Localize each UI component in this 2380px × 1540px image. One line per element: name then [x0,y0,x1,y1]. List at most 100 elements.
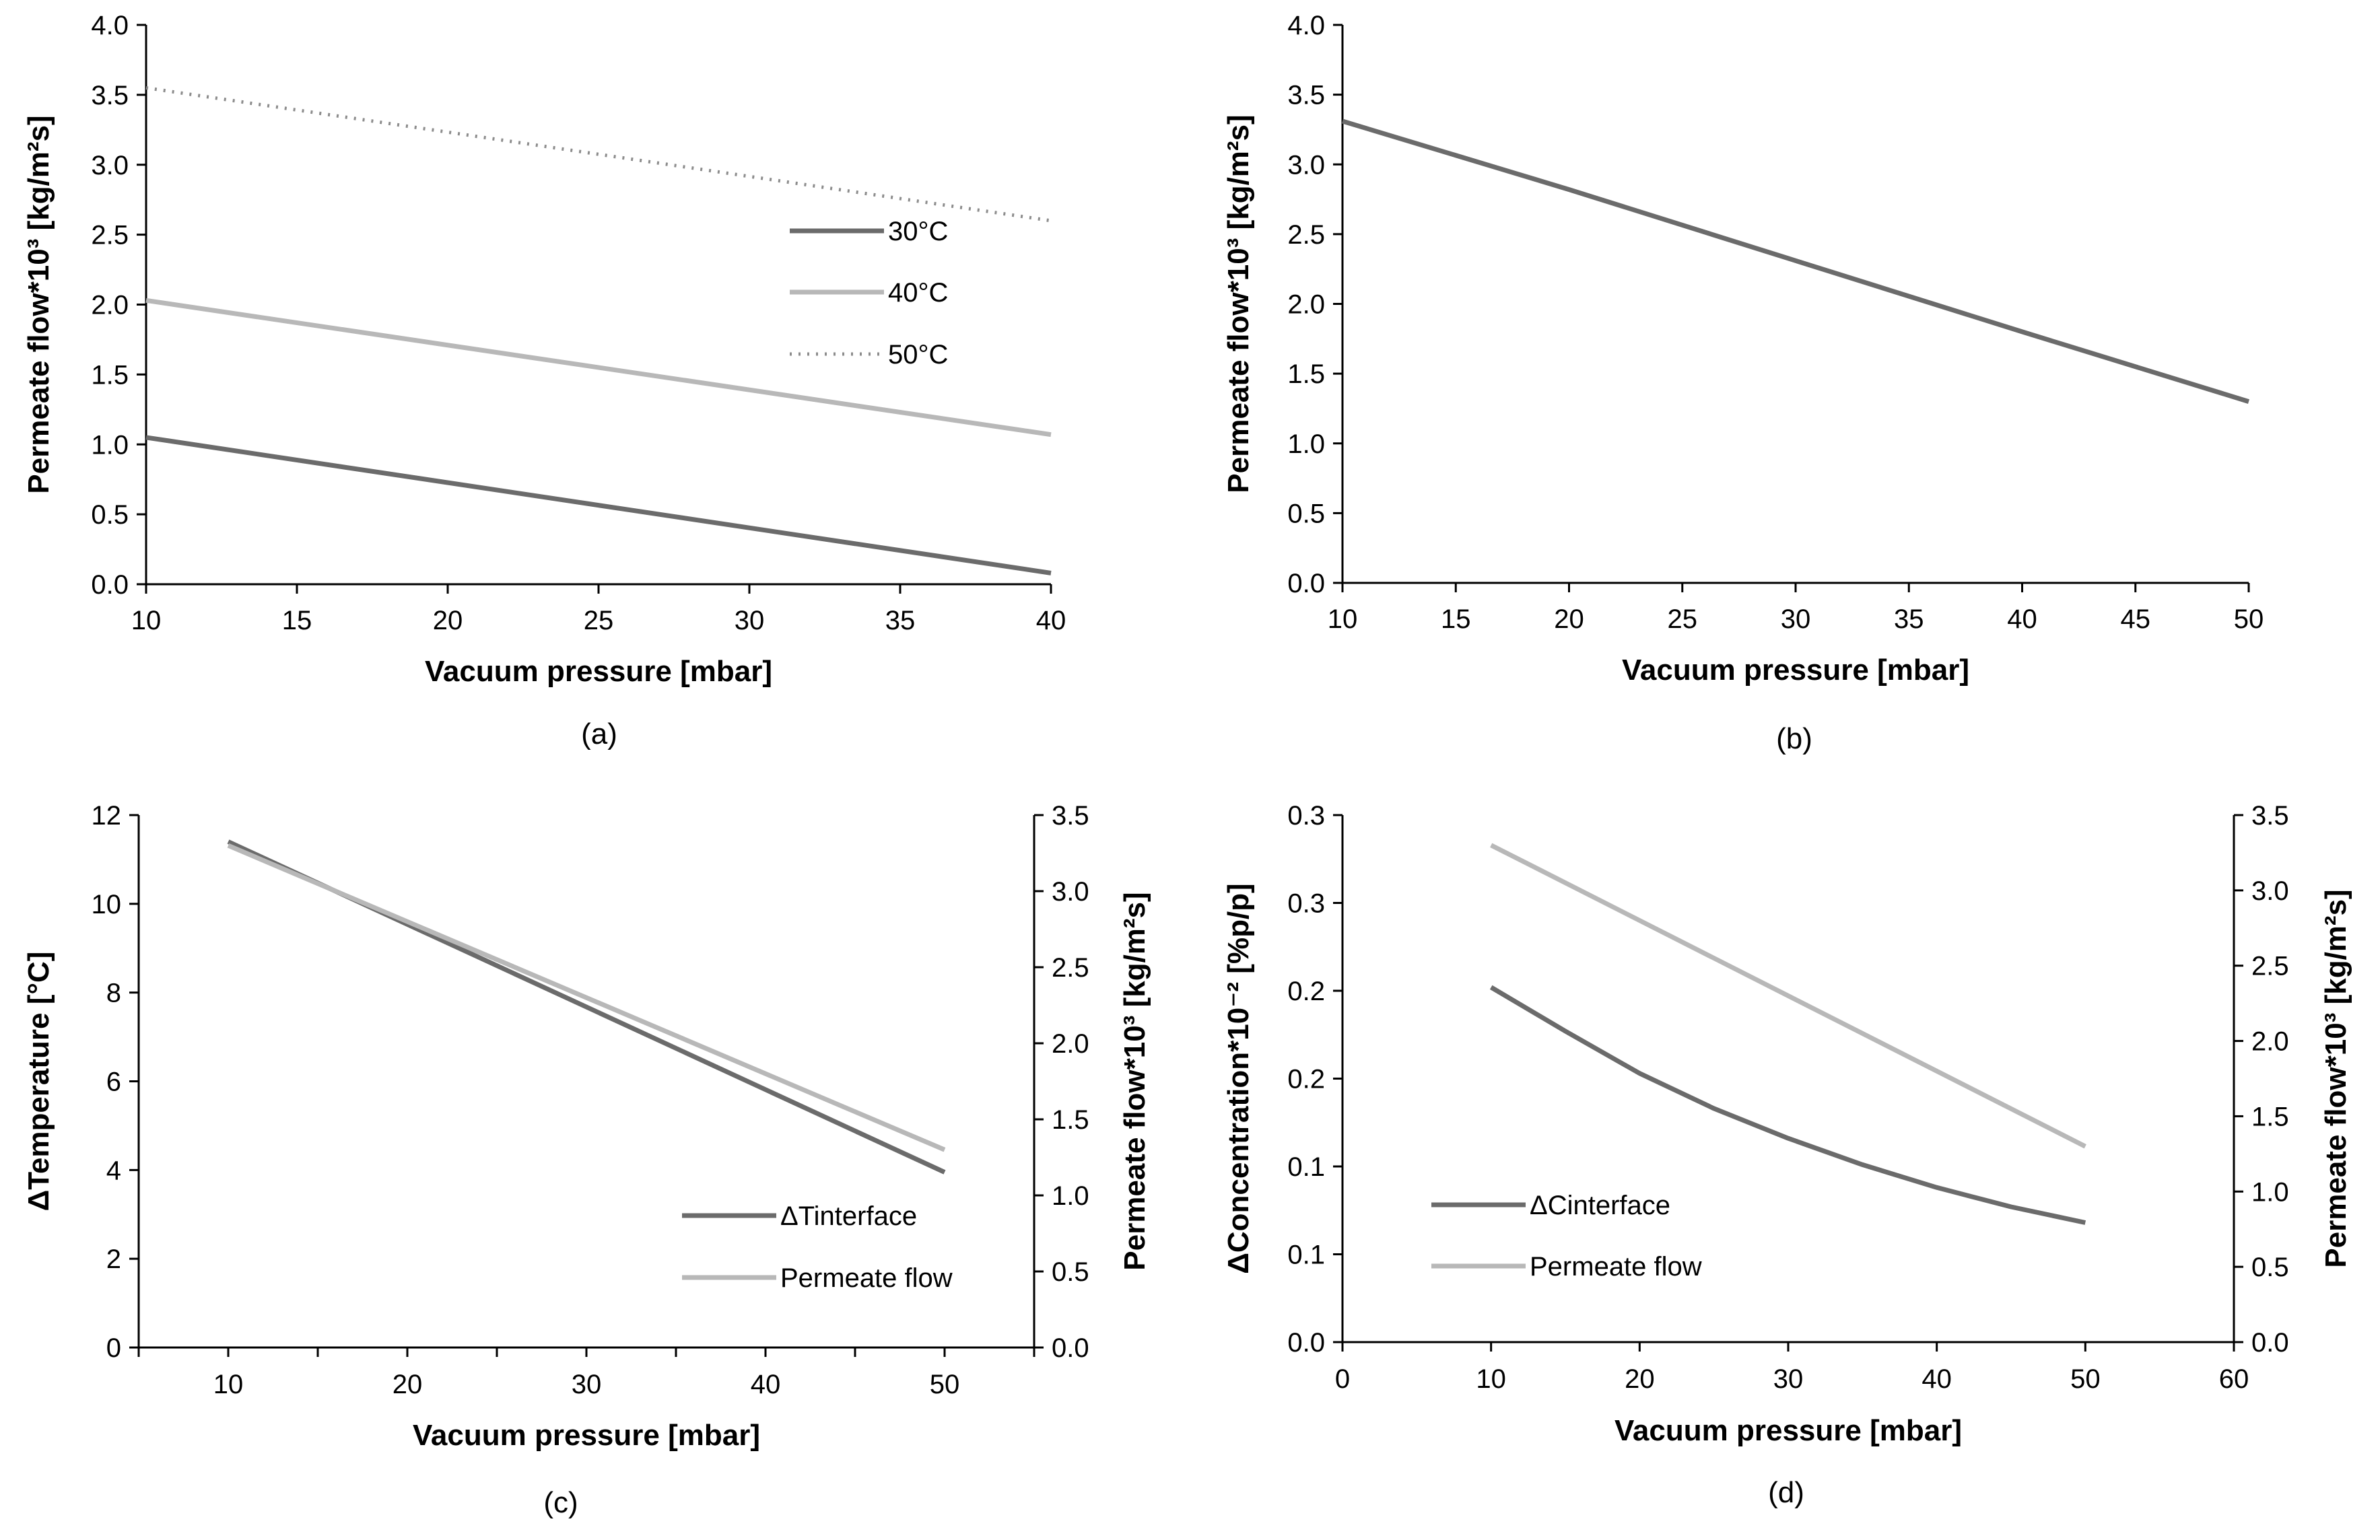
x-tick-label: 40 [2007,604,2037,634]
y2-tick-label: 2.0 [1052,1029,1089,1059]
panel-caption: (d) [1768,1476,1804,1509]
y-tick-label: 2.5 [1287,220,1325,250]
panel-d: 0 10 20 30 40 50 600.00.10.10.20.20.30.30.00.5… [1222,801,2352,1509]
y-tick-label: 3.0 [91,151,129,180]
y2-axis-title: Permeate flow*10³ [kg/m²s] [1118,892,1151,1270]
y2-axis-title: Permeate flow*10³ [kg/m²s] [2319,889,2352,1267]
y-tick-label: 2.0 [1287,290,1325,320]
y-tick-label: 4 [106,1156,121,1185]
legend-label-0: ΔCinterface [1530,1191,1670,1220]
y-tick-label: 0 [106,1333,121,1363]
y-tick-label: 0.0 [1287,569,1325,598]
y2-tick-label: 1.0 [1052,1181,1089,1211]
x-tick-label: 10 [1328,604,1358,634]
y2-tick-label: 3.5 [2251,801,2289,831]
y-axis-title: Permeate flow*10³ [kg/m²s] [1222,114,1255,493]
series-line-1 [227,843,946,1152]
y2-tick-label: 0.0 [1052,1333,1089,1363]
x-tick-label: 20 [1625,1364,1655,1394]
x-tick-label: 0 [1335,1364,1350,1394]
x-tick-label: 45 [2121,604,2151,634]
y2-tick-label: 0.0 [2251,1328,2289,1358]
x-tick-label: 20 [393,1370,423,1399]
y-tick-label: 2 [106,1245,121,1274]
y-tick-label: 3.5 [91,81,129,110]
y-tick-label: 2.0 [91,291,129,320]
y2-tick-label: 2.0 [2251,1027,2289,1057]
y2-tick-label: 3.0 [2251,876,2289,906]
y-tick-label: 0.0 [91,570,129,600]
x-tick-label: 50 [930,1370,960,1399]
x-tick-label: 20 [433,606,463,635]
x-tick-label: 15 [282,606,312,635]
x-tick-label: 40 [1036,606,1066,635]
y-tick-label: 1.5 [91,360,129,390]
y-tick-label: 4.0 [1287,11,1325,40]
y2-tick-label: 1.0 [2251,1177,2289,1207]
y2-tick-label: 0.5 [1052,1257,1089,1287]
panel-caption: (c) [543,1486,578,1519]
y-axis-title: Permeate flow*10³ [kg/m²s] [22,115,55,493]
y2-tick-label: 1.5 [1052,1105,1089,1135]
x-tick-label: 20 [1554,604,1584,634]
series-line-1 [145,298,1052,438]
x-tick-label: 60 [2219,1364,2249,1394]
y2-tick-label: 2.5 [2251,952,2289,981]
legend-label-1: Permeate flow [1530,1252,1702,1282]
y-tick-label: 2.5 [91,221,129,250]
y-tick-label: 3.5 [1287,81,1325,110]
x-tick-label: 50 [2070,1364,2101,1394]
y-tick-label: 0.5 [91,500,129,530]
y2-tick-label: 3.0 [1052,877,1089,907]
y-axis-title: ΔTemperature [°C] [22,952,55,1212]
y-tick-label: 0.5 [1287,499,1325,528]
y-tick-label: 4.0 [91,11,129,40]
x-axis-title: Vacuum pressure [mbar] [425,655,772,688]
y-tick-label: 1.0 [91,430,129,460]
x-tick-label: 35 [885,606,916,635]
legend-label-1: 40°C [888,278,948,308]
x-tick-label: 30 [1781,604,1811,634]
x-axis-title: Vacuum pressure [mbar] [413,1419,760,1452]
series-line-0 [145,435,1052,575]
x-tick-label: 30 [735,606,765,635]
y2-tick-label: 3.5 [1052,801,1089,831]
x-tick-label: 25 [1668,604,1698,634]
panel-caption: (b) [1776,722,1812,755]
y-tick-label: 8 [106,979,121,1008]
panel-b: 10 15 20 25 30 35 40 45 50 0.0 0.5 1.0 1.5 2.0 2.5 3.0 3… [1222,11,2264,755]
y-tick-label: 0.3 [1287,801,1325,831]
x-tick-label: 10 [131,606,162,635]
x-axis-title: Vacuum pressure [mbar] [1622,654,1969,687]
x-tick-label: 30 [1773,1364,1804,1394]
y-tick-label: 10 [92,890,122,919]
y-tick-label: 1.5 [1287,359,1325,389]
series-line-1 [1490,843,2086,1149]
x-tick-label: 25 [584,606,614,635]
x-tick-label: 30 [572,1370,602,1399]
y-tick-label: 0.0 [1287,1328,1325,1358]
x-tick-label: 35 [1894,604,1924,634]
y2-tick-label: 1.5 [2251,1102,2289,1131]
panel-c: 10 20 30 40 50 0 2 4 6 8 10 12 0.0 0.5 1.0 1.5 2.0 2.5 3.0… [22,801,1151,1519]
y-tick-label: 3.0 [1287,150,1325,180]
y-axis-title: ΔConcentration*10⁻² [%p/p] [1222,883,1255,1273]
series-line-2 [145,86,1052,223]
y2-tick-label: 0.5 [2251,1253,2289,1282]
legend-label-2: 50°C [888,340,948,370]
legend-label-1: Permeate flow [780,1263,953,1293]
panel-a: 10 15 20 25 30 35 40 0.0 0.5 1.0 1.5 2.0 2.5 3.0 3.5 4.… [22,11,1066,750]
series-line-0 [1489,985,2086,1225]
legend-label-0: 30°C [888,217,948,246]
x-tick-label: 40 [1922,1364,1952,1394]
y-tick-label: 6 [106,1068,121,1097]
y-tick-label: 12 [92,801,122,831]
series-line-0 [1341,118,2250,404]
x-tick-label: 10 [1476,1364,1506,1394]
x-axis-title: Vacuum pressure [mbar] [1614,1414,1962,1447]
y-tick-label: 0.2 [1287,977,1325,1006]
x-tick-label: 10 [213,1370,244,1399]
y-tick-label: 0.1 [1287,1152,1325,1182]
y-tick-label: 1.0 [1287,429,1325,459]
